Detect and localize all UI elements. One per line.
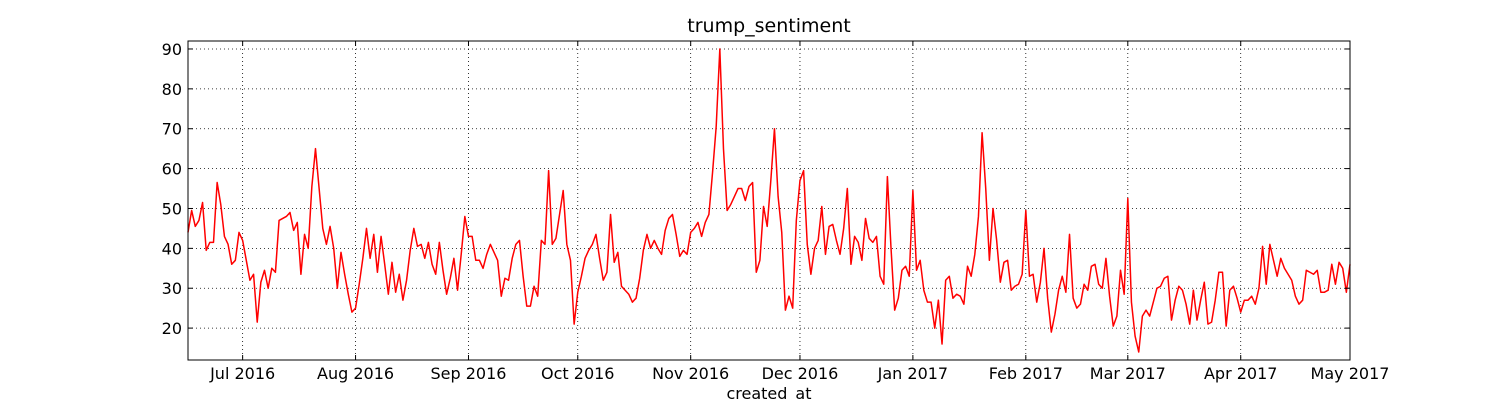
gridlines <box>188 41 1351 360</box>
x-axis-tick-labels: Jul 2016 Aug 2016 Sep 2016 Oct 2016 Nov 2016… <box>209 364 1389 383</box>
x-tick-label: Oct 2016 <box>541 364 614 383</box>
y-tick-label: 40 <box>162 239 182 258</box>
x-tick-label: Jul 2016 <box>209 364 275 383</box>
x-tick-label: Mar 2017 <box>1090 364 1166 383</box>
x-tick-label: Nov 2016 <box>652 364 729 383</box>
y-tick-label: 60 <box>162 160 182 179</box>
tick-marks <box>188 41 1351 360</box>
y-tick-label: 30 <box>162 279 182 298</box>
y-axis-tick-labels: 20 30 40 50 60 70 80 90 <box>162 40 182 338</box>
y-tick-label: 70 <box>162 120 182 139</box>
x-tick-label: Dec 2016 <box>762 364 839 383</box>
x-tick-label: Sep 2016 <box>430 364 506 383</box>
x-tick-label: Apr 2017 <box>1204 364 1277 383</box>
plot-frame <box>187 40 1351 361</box>
sentiment-series-line <box>187 48 1351 353</box>
x-tick-label: May 2017 <box>1311 364 1390 383</box>
series-layer <box>187 48 1351 353</box>
y-tick-label: 90 <box>162 40 182 59</box>
x-tick-label: Feb 2017 <box>989 364 1063 383</box>
y-tick-label: 20 <box>162 319 182 338</box>
y-tick-label: 80 <box>162 80 182 99</box>
chart-title: trump_sentiment <box>687 15 850 37</box>
x-axis-label: created_at <box>726 384 811 400</box>
x-tick-label: Jan 2017 <box>877 364 948 383</box>
x-tick-label: Aug 2016 <box>317 364 394 383</box>
y-tick-label: 50 <box>162 199 182 218</box>
